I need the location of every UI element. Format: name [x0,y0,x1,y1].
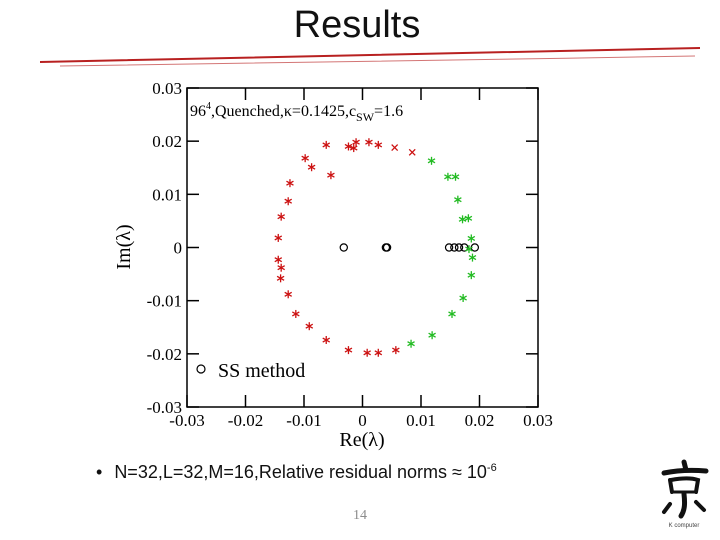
eigenvalue-asterisk [277,212,286,221]
eigenvalue-circle [339,243,348,252]
x-tick-label: 0 [358,411,367,430]
eigenvalue-asterisk [407,339,415,348]
eigenvalue-circle [450,243,459,252]
eigenvalue-circle [460,243,469,252]
eigenvalue-x [391,144,399,152]
eigenvalue-asterisk [464,214,473,223]
eigenvalue-asterisk [365,138,373,147]
y-tick-label: -0.03 [147,398,182,417]
eigenvalue-asterisk [444,172,452,181]
eigenvalue-asterisk [305,322,314,331]
eigenvalue-asterisk [322,336,331,345]
x-tick-label: 0.01 [406,411,436,430]
y-tick-label: -0.02 [147,345,182,364]
y-axis-label: Im(λ) [113,224,135,269]
eigenvalue-asterisk [454,195,462,204]
eigenvalue-asterisk [465,245,473,254]
eigenvalue-asterisk [322,140,331,149]
eigenvalue-asterisk [284,197,293,206]
eigenvalue-asterisk [374,348,383,357]
bullet-dot: • [96,462,103,482]
eigenvalue-asterisk [468,253,477,262]
y-tick-label: 0 [174,239,183,258]
x-tick-label: -0.01 [286,411,321,430]
eigenvalue-asterisk [276,274,285,283]
legend-label: SS method [218,360,305,382]
y-tick-label: 0.03 [152,79,182,98]
x-axis-label: Re(λ) [339,429,384,451]
bullet-exponent: -6 [486,462,497,474]
chart-annotation: 964,Quenched,κ=0.1425,cSW=1.6 [190,101,403,124]
y-tick-label: 0.02 [152,132,182,151]
eigenvalue-asterisk [344,142,353,151]
eigenvalue-asterisk [327,171,335,180]
eigenvalue-asterisk [428,331,436,340]
eigenvalue-asterisk [459,294,467,303]
y-tick-label: 0.01 [152,185,182,204]
x-tick-label: -0.02 [228,411,263,430]
eigenvalue-asterisk [277,263,286,272]
eigenvalue-asterisk [286,179,294,188]
eigenvalue-asterisk [349,144,358,153]
legend: SS method [196,360,305,382]
eigenvalue-asterisk [467,234,476,243]
page-number: 14 [353,508,367,523]
eigenvalue-asterisk [458,215,467,224]
eigenvalue-asterisk [448,309,456,318]
title-underline [39,47,701,67]
eigenvalue-x [408,148,416,156]
x-tick-label: 0.02 [465,411,495,430]
eigenvalue-asterisk [451,172,460,181]
eigenvalue-asterisk [301,154,309,163]
eigenvalue-asterisk [291,309,300,318]
bullet-text: N=32,L=32,M=16,Relative residual norms ≈… [114,462,487,482]
results-bullet: • N=32,L=32,M=16,Relative residual norms … [96,462,497,483]
eigenvalue-circle [454,243,464,252]
legend-marker [196,364,206,374]
slide-title: Results [293,4,421,46]
y-tick-label: -0.01 [147,292,182,311]
eigenvalue-asterisk [274,255,283,264]
eigenvalue-asterisk [363,348,372,357]
eigenvalue-asterisk [274,233,283,242]
kanji-kei-logo-icon: K computer [661,459,709,529]
eigenvalue-asterisk [467,271,476,280]
eigenvalue-asterisk [392,346,400,355]
eigenvalue-asterisk [427,156,436,165]
eigenvalue-circle [444,243,454,252]
eigenvalue-asterisk [374,140,383,149]
eigenvalue-asterisk [284,290,293,299]
eigenvalue-asterisk [344,346,353,355]
x-tick-label: 0.03 [523,411,553,430]
x-tick-label: -0.03 [169,411,204,430]
eigenvalue-asterisk [307,163,316,172]
logo-caption: K computer [669,523,700,529]
eigenvalue-circle [382,243,392,252]
eigenvalue-asterisk [352,138,360,147]
